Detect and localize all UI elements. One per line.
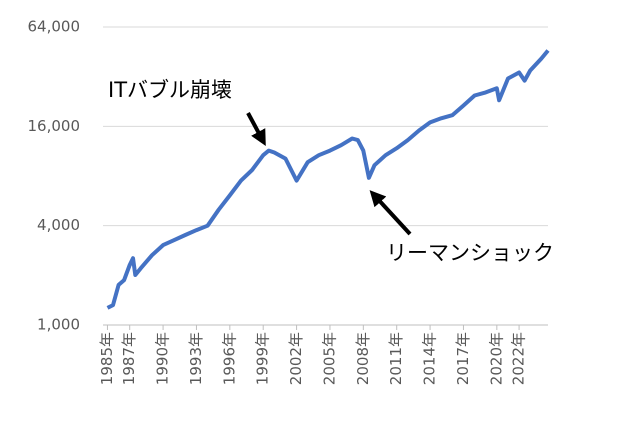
x-tick-label: 1985年 <box>98 332 116 385</box>
y-tick-label: 4,000 <box>37 216 80 234</box>
x-tick-label: 1993年 <box>187 332 205 385</box>
y-tick-label: 64,000 <box>28 18 81 36</box>
x-tick-label: 2008年 <box>354 332 372 385</box>
annotation: ITバブル崩壊 <box>108 78 232 102</box>
x-tick-label: 2005年 <box>320 332 338 385</box>
data-line <box>106 49 550 310</box>
x-tick-label: 1987年 <box>120 332 138 385</box>
x-tick-label: 2014年 <box>421 332 439 385</box>
x-tick-label: 2017年 <box>454 332 472 385</box>
x-tick-label: 2002年 <box>287 332 305 385</box>
x-tick-label: 1996年 <box>220 332 238 385</box>
x-tick-label: 2020年 <box>487 332 505 385</box>
arrow <box>369 190 412 236</box>
grid <box>103 26 548 330</box>
annotation: リーマンショック <box>386 241 554 265</box>
x-tick-label: 2011年 <box>387 332 405 385</box>
arrow <box>246 112 266 147</box>
x-tick-label: 1990年 <box>154 332 172 385</box>
y-tick-label: 1,000 <box>37 316 80 334</box>
x-tick-label: 2022年 <box>510 332 528 385</box>
x-tick-label: 1999年 <box>254 332 272 385</box>
y-tick-label: 16,000 <box>28 117 81 135</box>
